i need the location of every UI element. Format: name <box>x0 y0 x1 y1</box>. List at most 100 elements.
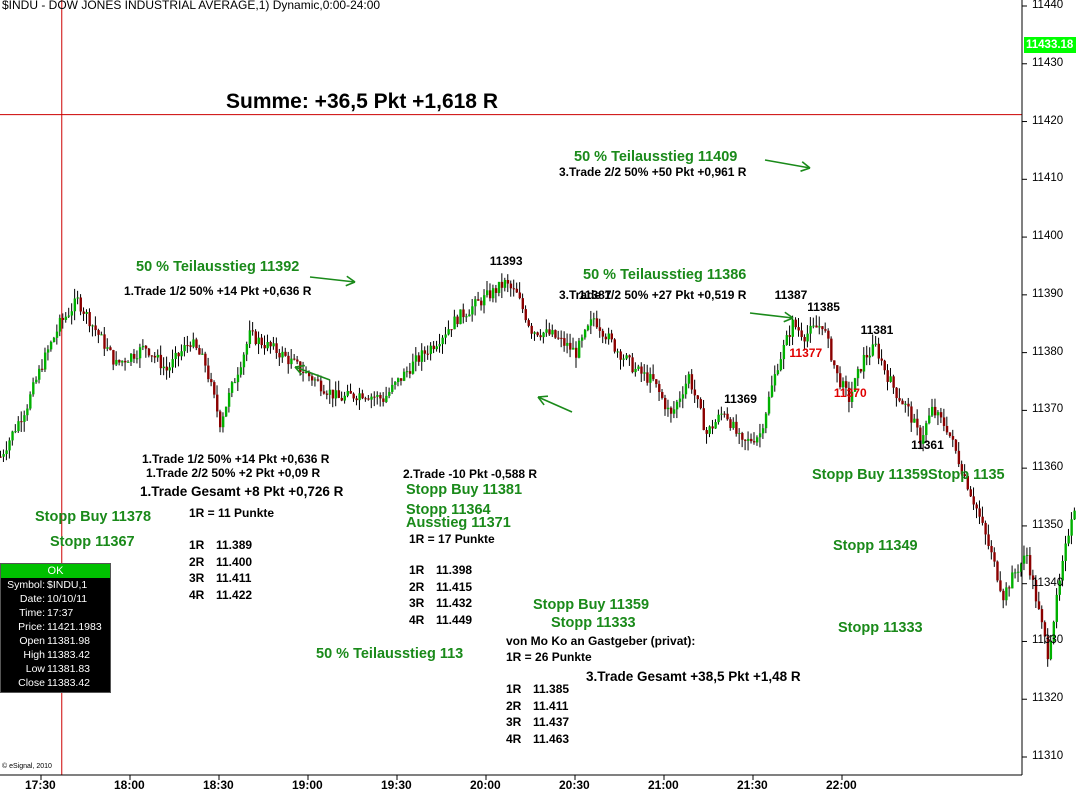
candle-body <box>423 350 427 354</box>
candle-body <box>634 368 637 373</box>
candle-body <box>583 329 587 338</box>
candle-body <box>355 398 358 401</box>
trade2-result: 2.Trade -10 Pkt -0,588 R <box>403 467 538 481</box>
candle-body <box>153 355 157 358</box>
stopp-buy-11359: Stopp Buy 11359 <box>533 597 650 613</box>
cursor-info-box[interactable]: OK Symbol: $INDU,1 Date: 10/10/11 Time: 17:37… <box>0 563 111 693</box>
price-point-label: 11385 <box>807 299 840 314</box>
candle-body <box>684 383 688 395</box>
candle-body <box>536 332 539 336</box>
candle-body <box>951 436 955 440</box>
candle-body <box>862 354 866 372</box>
candle-body <box>975 504 978 509</box>
candle-body <box>672 409 676 414</box>
candle-body <box>800 330 803 337</box>
candle-body <box>420 350 424 362</box>
candle-body <box>313 379 317 381</box>
candle-body <box>844 381 848 388</box>
candle-body <box>735 421 738 434</box>
candle-body <box>767 396 771 414</box>
x-tick-label: 20:00 <box>470 778 501 792</box>
candle-body <box>655 379 658 385</box>
candle-body <box>189 345 192 347</box>
candle-body <box>302 372 305 374</box>
candle-body <box>213 382 216 395</box>
info-row: Time: 17:37 <box>19 607 74 619</box>
candle-body <box>545 329 548 333</box>
candle-body <box>1005 587 1008 601</box>
candle-body <box>14 431 17 433</box>
candle-body <box>572 347 575 350</box>
candle-body <box>322 391 326 394</box>
candle-body <box>316 379 320 381</box>
trade1-half1: 1.Trade 1/2 50% +14 Pkt +0,636 R <box>142 452 330 466</box>
candle-body <box>509 283 513 289</box>
trade3-r: 1R = 26 Punkte <box>506 650 592 664</box>
candle-body <box>652 374 655 380</box>
copyright: © eSignal, 2010 <box>2 763 52 770</box>
candle-body <box>619 351 622 360</box>
candle-body <box>373 396 376 398</box>
candle-body <box>127 361 130 363</box>
candle-body <box>124 360 127 363</box>
candle-body <box>812 325 815 327</box>
candle-body <box>916 418 919 428</box>
candle-body <box>563 338 566 346</box>
candle-body <box>70 311 74 316</box>
candle-body <box>699 399 702 409</box>
candle-body <box>693 389 697 396</box>
candle-body <box>1055 594 1058 622</box>
candle-body <box>928 415 931 424</box>
candle-body <box>598 327 602 331</box>
candle-body <box>883 360 886 371</box>
candle-body <box>91 325 94 327</box>
candle-body <box>388 391 391 396</box>
candle-body <box>690 374 694 390</box>
y-tick-label: 11430 <box>1032 56 1064 69</box>
candle-body <box>675 401 679 410</box>
candle-body <box>999 580 1002 591</box>
candle-body <box>233 382 237 384</box>
candle-body <box>948 432 952 437</box>
candle-body <box>750 438 753 442</box>
x-tick-label: 22:00 <box>826 778 857 792</box>
candle-body <box>468 314 471 317</box>
r-level-row: 3R 11.411 <box>189 571 252 585</box>
candle-body <box>1043 622 1047 637</box>
candle-body <box>73 298 77 312</box>
candle-body <box>753 441 756 443</box>
candle-body <box>474 299 477 307</box>
candle-body <box>797 327 800 331</box>
trade3-partial-exit2: 50 % Teilausstieg 11409 <box>574 149 738 165</box>
last-price-tag: 11433.18 <box>1024 37 1076 53</box>
candle-body <box>245 344 249 355</box>
candle-body <box>405 371 409 373</box>
info-row: Close 11383.42 <box>18 677 91 689</box>
trade2-r: 1R = 17 Punkte <box>409 532 495 546</box>
candle-body <box>11 431 14 441</box>
candle-body <box>791 319 794 337</box>
candle-body <box>806 333 809 342</box>
candle-body <box>942 417 946 426</box>
trade1-partial-exit: 50 % Teilausstieg 11392 <box>136 259 300 275</box>
candle-body <box>275 343 278 353</box>
candle-body <box>577 340 581 358</box>
candle-body <box>411 361 415 374</box>
candle-body <box>919 427 922 444</box>
candle-body <box>758 433 762 438</box>
candle-body <box>340 397 344 401</box>
ok-button[interactable]: OK <box>1 564 110 578</box>
annotation-arrow <box>309 275 356 287</box>
candle-body <box>604 336 608 340</box>
candle-body <box>815 325 818 328</box>
candle-body <box>168 367 171 371</box>
candle-body <box>945 425 949 433</box>
candle-body <box>156 354 160 358</box>
candle-body <box>779 359 783 371</box>
y-tick-label: 11390 <box>1032 287 1064 300</box>
candle-body <box>444 334 447 338</box>
candle-body <box>631 357 634 373</box>
candle-body <box>349 390 352 394</box>
candle-body <box>177 352 180 357</box>
